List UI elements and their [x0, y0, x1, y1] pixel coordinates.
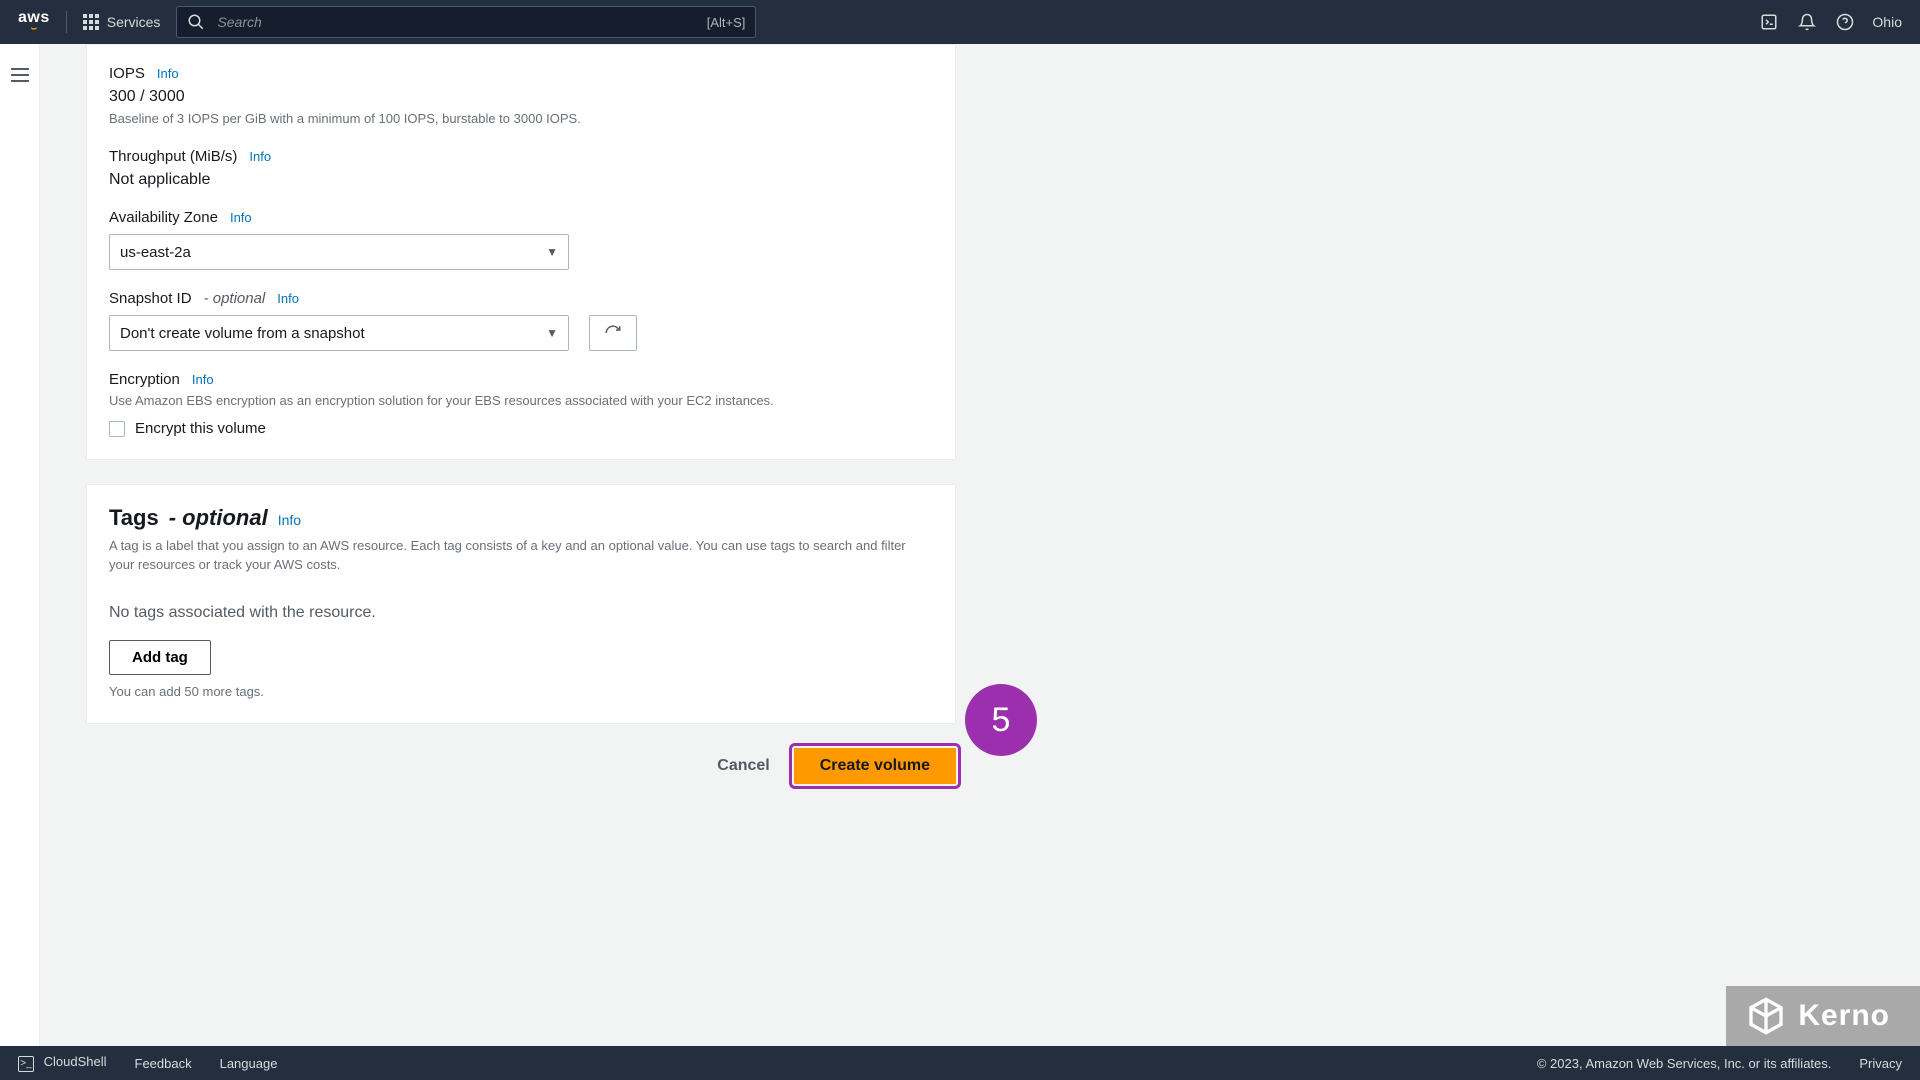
search-shortcut-hint: [Alt+S] — [707, 15, 746, 30]
snapshot-info-link[interactable]: Info — [277, 291, 299, 306]
notifications-icon[interactable] — [1796, 11, 1818, 33]
tags-title: Tags — [109, 505, 159, 531]
aws-logo[interactable]: aws ⌣ — [18, 10, 50, 34]
cloudshell-bottom-icon: >_ — [18, 1056, 34, 1072]
aws-logo-smile-icon: ⌣ — [31, 24, 38, 34]
az-info-link[interactable]: Info — [230, 210, 252, 225]
iops-info-link[interactable]: Info — [157, 66, 179, 81]
az-select-value: us-east-2a — [120, 244, 191, 261]
tags-optional-text: - optional — [169, 505, 268, 531]
refresh-icon — [604, 324, 622, 342]
top-nav: aws ⌣ Services [Alt+S] Ohio — [0, 0, 1920, 44]
snapshot-optional-text: - optional — [204, 290, 266, 307]
tags-empty-text: No tags associated with the resource. — [109, 604, 933, 622]
main-content: IOPS Info 300 / 3000 Baseline of 3 IOPS … — [40, 44, 1920, 1046]
chevron-down-icon: ▼ — [546, 326, 558, 340]
cloudshell-link[interactable]: >_ CloudShell — [18, 1054, 107, 1072]
snapshot-label: Snapshot ID — [109, 290, 192, 307]
encryption-info-link[interactable]: Info — [192, 372, 214, 387]
throughput-value: Not applicable — [109, 171, 933, 189]
iops-field: IOPS Info 300 / 3000 Baseline of 3 IOPS … — [109, 65, 933, 128]
az-select[interactable]: us-east-2a ▼ — [109, 234, 569, 270]
encryption-field: Encryption Info Use Amazon EBS encryptio… — [109, 371, 933, 437]
search-icon — [187, 13, 205, 31]
search-input[interactable] — [215, 13, 696, 31]
iops-value: 300 / 3000 — [109, 88, 933, 106]
kerno-watermark: Kerno — [1726, 986, 1920, 1046]
chevron-down-icon: ▼ — [546, 245, 558, 259]
grid-icon — [83, 14, 99, 30]
throughput-label: Throughput (MiB/s) — [109, 148, 237, 165]
cloudshell-label: CloudShell — [44, 1054, 107, 1069]
iops-desc: Baseline of 3 IOPS per GiB with a minimu… — [109, 110, 933, 128]
encryption-label: Encryption — [109, 371, 180, 388]
add-tag-button[interactable]: Add tag — [109, 640, 211, 675]
help-icon[interactable] — [1834, 11, 1856, 33]
tags-info-link[interactable]: Info — [278, 512, 301, 528]
kerno-logo-icon — [1746, 996, 1786, 1036]
side-rail — [0, 44, 40, 1046]
snapshot-select[interactable]: Don't create volume from a snapshot ▼ — [109, 315, 569, 351]
snapshot-refresh-button[interactable] — [589, 315, 637, 351]
throughput-field: Throughput (MiB/s) Info Not applicable — [109, 148, 933, 189]
az-label: Availability Zone — [109, 209, 218, 226]
iops-label: IOPS — [109, 65, 145, 82]
availability-zone-field: Availability Zone Info us-east-2a ▼ — [109, 209, 933, 270]
encrypt-volume-label: Encrypt this volume — [135, 420, 266, 437]
encrypt-volume-checkbox[interactable] — [109, 421, 125, 437]
snapshot-field: Snapshot ID - optional Info Don't create… — [109, 290, 933, 351]
cloudshell-icon[interactable] — [1758, 11, 1780, 33]
privacy-link[interactable]: Privacy — [1859, 1056, 1902, 1071]
volume-settings-card: IOPS Info 300 / 3000 Baseline of 3 IOPS … — [86, 44, 956, 460]
cancel-button[interactable]: Cancel — [717, 757, 769, 775]
global-search[interactable]: [Alt+S] — [176, 6, 756, 38]
snapshot-select-value: Don't create volume from a snapshot — [120, 325, 365, 342]
services-label: Services — [107, 14, 161, 30]
bottom-bar: >_ CloudShell Feedback Language © 2023, … — [0, 1046, 1920, 1080]
tags-desc: A tag is a label that you assign to an A… — [109, 537, 909, 573]
feedback-link[interactable]: Feedback — [135, 1056, 192, 1071]
copyright-text: © 2023, Amazon Web Services, Inc. or its… — [1537, 1056, 1832, 1071]
kerno-name: Kerno — [1798, 999, 1890, 1033]
tags-limit-text: You can add 50 more tags. — [109, 683, 933, 701]
form-actions: Cancel Create volume — [86, 748, 956, 784]
region-selector[interactable]: Ohio — [1872, 14, 1902, 30]
language-link[interactable]: Language — [220, 1056, 278, 1071]
step-annotation-badge: 5 — [965, 684, 1037, 756]
services-menu-button[interactable]: Services — [83, 14, 161, 30]
create-volume-button[interactable]: Create volume — [794, 748, 956, 784]
encryption-desc: Use Amazon EBS encryption as an encrypti… — [109, 392, 933, 410]
divider — [66, 11, 67, 33]
hamburger-icon[interactable] — [11, 64, 29, 1046]
throughput-info-link[interactable]: Info — [249, 149, 271, 164]
tags-card: Tags - optional Info A tag is a label th… — [86, 484, 956, 724]
